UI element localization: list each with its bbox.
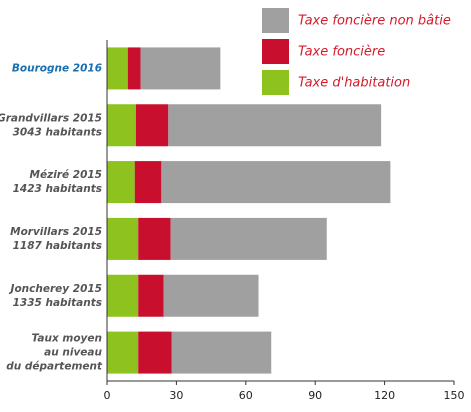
category-label: 1335 habitants <box>13 297 102 309</box>
legend-swatch <box>262 8 289 33</box>
bar-segment <box>168 104 382 147</box>
bar-segment <box>107 217 139 260</box>
x-tick-label: 0 <box>104 389 111 402</box>
category-label: au niveau <box>44 347 102 359</box>
legend-label: Taxe d'habitation <box>298 76 410 91</box>
bar-segment <box>171 331 272 374</box>
bar-segment <box>107 331 139 374</box>
category-label: Morvillars 2015 <box>10 226 102 238</box>
category-label: Taux moyen <box>31 333 102 345</box>
bar-segment <box>107 104 136 147</box>
bar-segment <box>127 47 141 90</box>
legend-label: Taxe foncière non bâtie <box>298 14 451 29</box>
bar-segment <box>107 47 128 90</box>
bar-segment <box>140 47 221 90</box>
legend-swatch <box>262 39 289 64</box>
bar-segment <box>163 274 259 317</box>
legend-swatch <box>262 70 289 95</box>
x-tick-label: 90 <box>308 389 322 402</box>
bar-segment <box>138 217 171 260</box>
x-tick-label: 60 <box>239 389 253 402</box>
category-label: 1423 habitants <box>13 183 102 195</box>
category-label: Bourogne 2016 <box>12 62 102 74</box>
category-label: 3043 habitants <box>13 126 102 138</box>
x-tick-label: 120 <box>374 389 395 402</box>
bar-segment <box>170 217 327 260</box>
category-label: Méziré 2015 <box>30 169 102 181</box>
category-label: Grandvillars 2015 <box>0 112 102 124</box>
bar-segment <box>138 274 164 317</box>
bar-segment <box>161 161 391 204</box>
bar-segment <box>138 331 172 374</box>
category-label: 1187 habitants <box>13 240 102 252</box>
bar-segment <box>107 161 135 204</box>
bar-segment <box>135 104 169 147</box>
bar-segment <box>107 274 139 317</box>
category-label: Joncherey 2015 <box>9 283 102 295</box>
legend-label: Taxe foncière <box>298 45 385 60</box>
x-tick-label: 30 <box>169 389 183 402</box>
bar-segment <box>134 161 162 204</box>
x-tick-label: 150 <box>444 389 465 402</box>
category-label: du département <box>6 361 103 373</box>
